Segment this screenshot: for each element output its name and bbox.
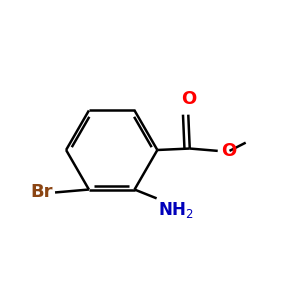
Text: NH$_2$: NH$_2$ xyxy=(158,200,194,220)
Text: Br: Br xyxy=(30,184,53,202)
Text: O: O xyxy=(181,90,196,108)
Text: O: O xyxy=(221,142,237,160)
